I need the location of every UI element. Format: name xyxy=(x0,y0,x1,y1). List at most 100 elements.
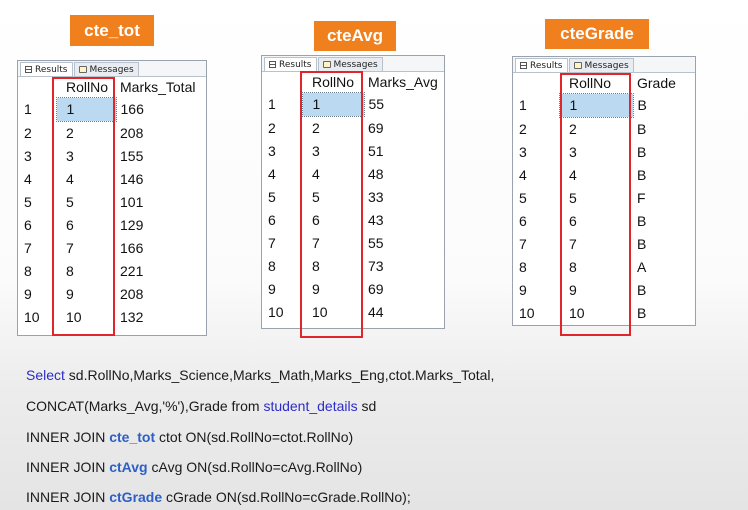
row-number[interactable]: 2 xyxy=(519,120,527,137)
cell-rollno[interactable]: 3 xyxy=(312,143,320,159)
table-row[interactable]: 9 9 B xyxy=(513,279,695,302)
cell-rollno[interactable]: 10 xyxy=(569,305,585,321)
table-row[interactable]: 7 7 55 xyxy=(262,232,444,255)
cell-marks-total[interactable]: 166 xyxy=(120,101,144,117)
cell-rollno[interactable]: 4 xyxy=(66,171,74,187)
table-row[interactable]: 4 4 48 xyxy=(262,163,444,186)
cell-rollno[interactable]: 7 xyxy=(66,240,74,256)
cell-grade[interactable]: B xyxy=(637,144,647,160)
column-header-rollno[interactable]: RollNo xyxy=(66,79,109,95)
row-number[interactable]: 4 xyxy=(24,171,32,187)
row-number[interactable]: 8 xyxy=(24,263,32,279)
column-header-rollno[interactable]: RollNo xyxy=(569,75,612,91)
cell-rollno[interactable]: 4 xyxy=(312,166,320,182)
cell-marks-total[interactable]: 146 xyxy=(120,171,144,187)
cell-grade[interactable]: B xyxy=(637,213,647,229)
row-number[interactable]: 4 xyxy=(519,167,527,183)
cell-grade[interactable]: B xyxy=(637,305,647,321)
table-row[interactable]: 7 7 166 xyxy=(18,237,206,260)
tab-results[interactable]: Results xyxy=(264,57,317,71)
cell-rollno[interactable]: 4 xyxy=(569,167,577,183)
cell-grade[interactable]: B xyxy=(637,282,647,298)
row-number[interactable]: 8 xyxy=(519,259,527,275)
tab-messages[interactable]: Messages xyxy=(317,57,383,71)
table-row[interactable]: 9 9 208 xyxy=(18,283,206,306)
cell-rollno[interactable]: 6 xyxy=(312,212,320,228)
cell-marks-avg[interactable]: 51 xyxy=(368,143,384,159)
column-header-rollno[interactable]: RollNo xyxy=(312,74,355,90)
row-number[interactable]: 3 xyxy=(519,144,527,160)
table-row[interactable]: 4 4 146 xyxy=(18,168,206,191)
row-number[interactable]: 9 xyxy=(268,281,276,297)
tab-results[interactable]: Results xyxy=(515,58,568,72)
row-number[interactable]: 6 xyxy=(268,212,276,228)
column-header-row-number[interactable] xyxy=(513,73,559,94)
table-row[interactable]: 6 6 43 xyxy=(262,209,444,232)
cell-marks-total[interactable]: 155 xyxy=(120,148,144,164)
cell-rollno[interactable]: 2 xyxy=(569,121,577,137)
table-row[interactable]: 3 3 51 xyxy=(262,140,444,163)
row-number[interactable]: 6 xyxy=(519,213,527,229)
cell-rollno-selected[interactable]: 1 xyxy=(301,92,365,117)
column-header-marks-avg[interactable]: Marks_Avg xyxy=(368,74,438,91)
table-row[interactable]: 8 8 73 xyxy=(262,255,444,278)
table-row[interactable]: 8 8 A xyxy=(513,256,695,279)
cell-rollno[interactable]: 7 xyxy=(569,236,577,252)
column-header-row-number[interactable] xyxy=(262,72,302,93)
row-number[interactable]: 5 xyxy=(24,194,32,210)
column-header-marks-total[interactable]: Marks_Total xyxy=(120,79,196,96)
cell-rollno[interactable]: 2 xyxy=(312,120,320,136)
cell-marks-total[interactable]: 166 xyxy=(120,240,144,256)
row-number[interactable]: 6 xyxy=(24,217,32,233)
table-row[interactable]: 5 5 101 xyxy=(18,191,206,214)
cell-marks-avg[interactable]: 69 xyxy=(368,119,384,136)
cell-marks-total[interactable]: 132 xyxy=(120,309,144,325)
table-row[interactable]: 2 2 208 xyxy=(18,122,206,146)
table-row[interactable]: 10 10 132 xyxy=(18,306,206,329)
cell-rollno[interactable]: 2 xyxy=(66,125,74,141)
table-row[interactable]: 2 2 69 xyxy=(262,117,444,141)
table-row[interactable]: 1 1 166 xyxy=(18,97,206,122)
row-number[interactable]: 4 xyxy=(268,166,276,182)
cell-rollno[interactable]: 3 xyxy=(66,148,74,164)
table-row[interactable]: 3 3 B xyxy=(513,141,695,164)
row-number[interactable]: 9 xyxy=(519,282,527,298)
cell-rollno[interactable]: 9 xyxy=(66,286,74,302)
cell-marks-total[interactable]: 129 xyxy=(120,217,144,233)
cell-grade[interactable]: B xyxy=(637,120,647,137)
cell-rollno[interactable]: 8 xyxy=(312,258,320,274)
table-row[interactable]: 5 5 33 xyxy=(262,186,444,209)
row-number[interactable]: 7 xyxy=(519,236,527,252)
cell-rollno[interactable]: 9 xyxy=(312,281,320,297)
cell-marks-total[interactable]: 208 xyxy=(120,286,144,302)
cell-rollno[interactable]: 5 xyxy=(66,194,74,210)
table-row[interactable]: 9 9 69 xyxy=(262,278,444,301)
cell-marks-avg[interactable]: 55 xyxy=(368,235,384,251)
cell-marks-total[interactable]: 208 xyxy=(120,124,144,141)
row-number[interactable]: 10 xyxy=(519,305,535,321)
cell-rollno[interactable]: 7 xyxy=(312,235,320,251)
table-row[interactable]: 2 2 B xyxy=(513,118,695,142)
cell-rollno[interactable]: 9 xyxy=(569,282,577,298)
cell-marks-avg[interactable]: 43 xyxy=(368,212,384,228)
cell-grade[interactable]: B xyxy=(637,167,647,183)
table-row[interactable]: 6 6 B xyxy=(513,210,695,233)
row-number[interactable]: 7 xyxy=(268,235,276,251)
tab-messages[interactable]: Messages xyxy=(73,62,139,76)
cell-rollno-selected[interactable]: 1 xyxy=(558,93,634,118)
table-row[interactable]: 7 7 B xyxy=(513,233,695,256)
cell-marks-avg[interactable]: 73 xyxy=(368,258,384,274)
table-row[interactable]: 3 3 155 xyxy=(18,145,206,168)
row-number[interactable]: 2 xyxy=(24,124,32,141)
row-number[interactable]: 8 xyxy=(268,258,276,274)
table-row[interactable]: 1 1 55 xyxy=(262,92,444,117)
row-number[interactable]: 5 xyxy=(268,189,276,205)
row-number[interactable]: 9 xyxy=(24,286,32,302)
row-number[interactable]: 3 xyxy=(268,143,276,159)
cell-marks-avg[interactable]: 44 xyxy=(368,304,384,320)
table-row[interactable]: 4 4 B xyxy=(513,164,695,187)
cell-marks-avg[interactable]: 48 xyxy=(368,166,384,182)
table-row[interactable]: 10 10 B xyxy=(513,302,695,325)
table-row[interactable]: 10 10 44 xyxy=(262,301,444,324)
table-row[interactable]: 5 5 F xyxy=(513,187,695,210)
